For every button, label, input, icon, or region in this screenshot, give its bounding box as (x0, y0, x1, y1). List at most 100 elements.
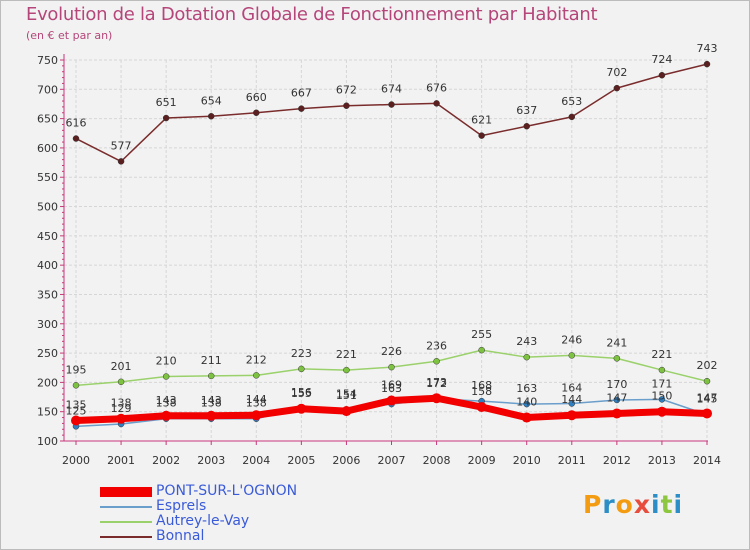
chart-subtitle: (en € et par an) (26, 29, 113, 42)
data-label: 144 (246, 393, 267, 406)
data-point (253, 372, 260, 379)
data-label: 674 (381, 83, 402, 96)
legend-swatch (100, 521, 152, 523)
data-label: 129 (111, 402, 132, 415)
data-label: 651 (156, 96, 177, 109)
legend-label: PONT-SUR-L'OGNON (156, 483, 298, 499)
data-point (521, 412, 532, 423)
data-label: 168 (471, 379, 492, 392)
data-point (116, 413, 127, 424)
data-label: 195 (66, 363, 87, 376)
data-point (388, 101, 395, 108)
data-label: 743 (697, 42, 718, 55)
data-point (478, 132, 485, 139)
data-label: 173 (426, 376, 447, 389)
data-label: 724 (651, 53, 672, 66)
data-point (658, 396, 666, 403)
y-tick-label: 350 (37, 288, 58, 301)
data-point (343, 102, 350, 109)
data-label: 654 (201, 94, 222, 107)
data-point (656, 406, 667, 417)
data-label: 143 (201, 394, 222, 407)
data-label: 226 (381, 345, 402, 358)
data-label: 577 (111, 139, 132, 152)
grid-lines (64, 59, 708, 441)
x-tick-label: 2001 (107, 454, 135, 467)
x-tick-label: 2011 (558, 454, 586, 467)
y-tick-label: 750 (37, 54, 58, 67)
data-label: 138 (246, 397, 267, 410)
logo-letter: t (660, 490, 674, 519)
data-label: 616 (66, 117, 87, 130)
data-point (251, 410, 262, 421)
data-point (388, 363, 395, 371)
data-label: 660 (246, 91, 267, 104)
y-tick-label: 650 (37, 113, 58, 126)
data-point (433, 358, 440, 365)
logo-letter: i (651, 490, 661, 519)
data-point (341, 406, 352, 417)
legend-swatch (100, 506, 152, 508)
data-point (613, 355, 621, 362)
data-label: 243 (516, 335, 537, 348)
x-tick-label: 2000 (62, 454, 90, 467)
data-point (161, 410, 172, 421)
data-label: 163 (516, 382, 537, 395)
data-point (386, 395, 397, 406)
data-label: 246 (561, 333, 582, 346)
y-tick-label: 250 (37, 347, 58, 360)
legend-swatch (100, 487, 152, 497)
data-point (207, 372, 215, 380)
data-label: 171 (651, 377, 672, 390)
data-point (568, 113, 576, 121)
data-point (296, 403, 307, 414)
data-label: 145 (697, 393, 718, 406)
data-label: 172 (426, 377, 447, 390)
data-label: 672 (336, 84, 357, 97)
data-label: 202 (697, 359, 718, 372)
legend-label: Esprels (156, 498, 207, 514)
x-tick-label: 2004 (242, 454, 270, 467)
data-label: 211 (201, 354, 222, 367)
data-label: 637 (516, 104, 537, 117)
data-point (611, 408, 622, 419)
data-label: 135 (66, 398, 87, 411)
data-point (566, 410, 577, 421)
data-label: 147 (606, 391, 627, 404)
data-point (162, 373, 170, 380)
data-label: 125 (66, 404, 87, 417)
data-point (613, 396, 621, 404)
y-tick-label: 500 (37, 201, 58, 214)
y-tick-label: 150 (37, 406, 58, 419)
x-tick-label: 2008 (423, 454, 451, 467)
data-point (568, 400, 576, 407)
data-point (476, 402, 487, 413)
data-label: 164 (561, 381, 582, 394)
x-tick-label: 2013 (648, 454, 676, 467)
logo-letter: P (583, 490, 603, 519)
data-label: 138 (201, 397, 222, 410)
data-label: 169 (381, 379, 402, 392)
data-point (523, 353, 530, 361)
data-label: 201 (111, 360, 132, 373)
data-label: 138 (156, 397, 177, 410)
data-label: 255 (471, 328, 492, 341)
data-point (72, 135, 80, 142)
data-label: 702 (606, 66, 627, 79)
y-tick-label: 700 (37, 83, 58, 96)
data-point (298, 365, 305, 373)
data-point (207, 113, 215, 120)
data-point (703, 60, 711, 68)
x-tick-label: 2007 (378, 454, 406, 467)
data-point (298, 105, 305, 112)
data-label: 140 (516, 396, 537, 409)
data-label: 221 (336, 348, 357, 361)
data-label: 143 (156, 394, 177, 407)
chart-title: Evolution de la Dotation Globale de Fonc… (26, 4, 598, 25)
x-tick-label: 2014 (693, 454, 721, 467)
data-point (523, 400, 530, 408)
data-label: 621 (471, 114, 492, 127)
y-tick-label: 550 (37, 171, 58, 184)
data-point (343, 366, 350, 374)
data-label: 676 (426, 81, 447, 94)
